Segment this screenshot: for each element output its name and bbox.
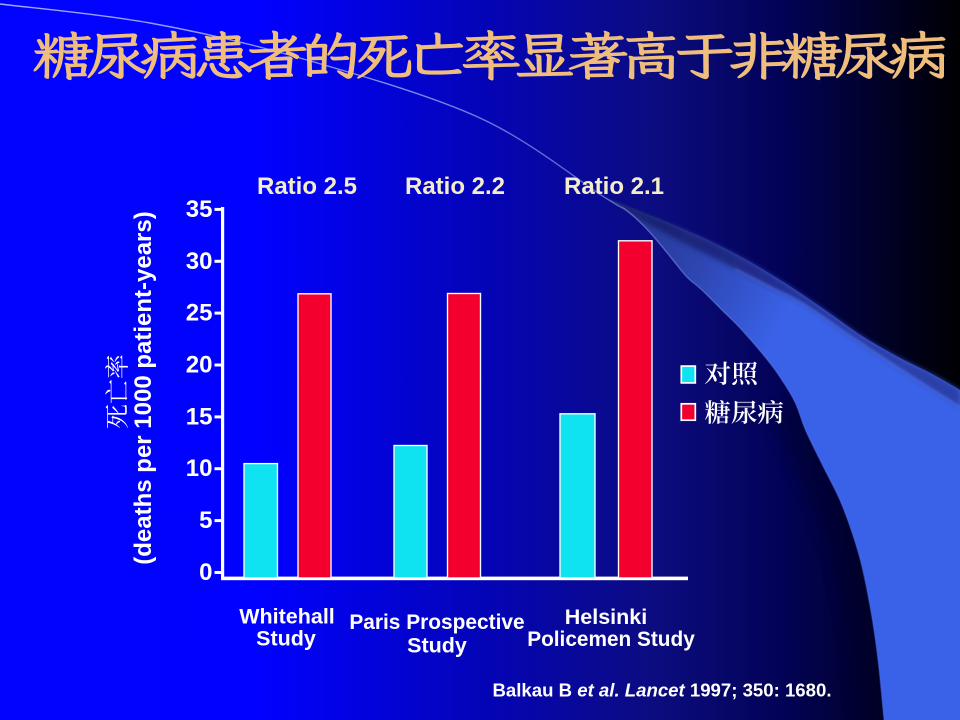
svg-text:30: 30 — [186, 248, 213, 275]
svg-text:Study: Study — [407, 634, 467, 658]
svg-text:20: 20 — [186, 352, 213, 379]
svg-text:0: 0 — [199, 559, 212, 586]
svg-text:25: 25 — [186, 300, 213, 327]
svg-text:(deaths per 1000 patient-years: (deaths per 1000 patient-years) — [130, 211, 157, 564]
svg-text:Ratio 2.2: Ratio 2.2 — [405, 173, 505, 200]
svg-text:35: 35 — [186, 196, 213, 223]
svg-text:5: 5 — [199, 507, 212, 534]
svg-text:Helsinki: Helsinki — [565, 605, 647, 629]
svg-text:10: 10 — [186, 455, 213, 482]
svg-text:Policemen Study: Policemen Study — [527, 628, 695, 651]
svg-text:Paris Prospective: Paris Prospective — [349, 611, 524, 634]
svg-text:Study: Study — [256, 627, 316, 651]
svg-text:Balkau B et al. Lancet 1997; 3: Balkau B et al. Lancet 1997; 350: 1680. — [493, 680, 832, 701]
svg-text:Ratio 2.5: Ratio 2.5 — [257, 173, 357, 200]
svg-text:Ratio 2.1: Ratio 2.1 — [564, 173, 664, 200]
svg-text:Whitehall: Whitehall — [239, 605, 335, 629]
svg-text:15: 15 — [186, 403, 213, 430]
